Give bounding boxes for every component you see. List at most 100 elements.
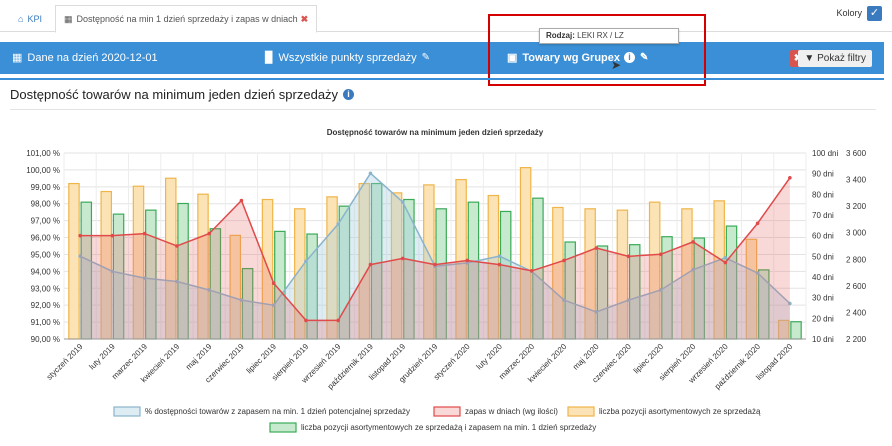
- point-availability: [723, 256, 728, 260]
- mid-tick-label: 90 dni: [812, 170, 834, 179]
- point-availability: [239, 298, 244, 302]
- points-filter[interactable]: ▉ Wszystkie punkty sprzedaży ✎: [265, 51, 431, 65]
- goods-label: Towary wg Grupex: [522, 51, 620, 64]
- left-tick-label: 100,00 %: [26, 166, 60, 175]
- mid-tick-label: 10 dni: [812, 335, 834, 344]
- point-availability: [626, 298, 631, 302]
- left-tick-label: 92,00 %: [31, 301, 60, 310]
- legend-swatch: [567, 406, 595, 417]
- briefcase-icon: ▣: [507, 52, 518, 64]
- toolbar-underline: [0, 78, 884, 80]
- point-stock: [110, 233, 115, 238]
- divider: [10, 109, 876, 110]
- x-tick-label: styczeń 2019: [45, 342, 85, 382]
- left-tick-label: 99,00 %: [31, 183, 60, 192]
- point-stock: [788, 176, 792, 180]
- point-availability: [755, 271, 760, 275]
- right-tick-label: 3 600: [846, 149, 867, 158]
- legend-label: zapas w dniach (wg ilości): [465, 407, 558, 416]
- point-availability: [368, 171, 373, 176]
- point-availability: [207, 288, 211, 292]
- show-filters-label: Pokaż filtry: [817, 53, 866, 64]
- x-tick-label: luty 2019: [87, 342, 117, 372]
- tab-availability[interactable]: ▦ Dostępność na min 1 dzień sprzedaży i …: [55, 5, 318, 33]
- point-availability: [142, 276, 147, 280]
- x-tick-label: maj 2020: [571, 342, 601, 372]
- point-stock: [400, 256, 405, 261]
- info-icon[interactable]: i: [624, 52, 635, 63]
- tab-kpi[interactable]: ⌂ KPI: [10, 5, 50, 32]
- left-tick-label: 93,00 %: [31, 284, 60, 293]
- mid-tick-label: 100 dni: [812, 149, 838, 158]
- left-tick-label: 94,00 %: [31, 267, 60, 276]
- x-tick-label: lipiec 2019: [245, 342, 279, 376]
- point-stock: [626, 254, 631, 259]
- point-availability: [691, 267, 695, 272]
- point-stock: [723, 260, 728, 265]
- right-tick-label: 2 400: [846, 308, 867, 317]
- close-tab-icon[interactable]: ✖: [300, 13, 309, 24]
- x-tick-label: luty 2020: [475, 342, 505, 372]
- tooltip-value: LEKI RX / LZ: [577, 31, 624, 40]
- goods-tooltip: Rodzaj: LEKI RX / LZ: [539, 28, 679, 44]
- bar-orange: [68, 182, 80, 340]
- area-stock: [80, 177, 790, 339]
- point-availability: [497, 254, 502, 258]
- mid-tick-label: 30 dni: [812, 294, 834, 303]
- info-icon[interactable]: i: [343, 89, 355, 100]
- legend-label: liczba pozycji asortymentowych ze sprzed…: [599, 407, 761, 416]
- home-icon: ⌂: [18, 13, 24, 24]
- x-tick-label: lipiec 2020: [632, 342, 666, 376]
- filter-toolbar: ▦ Dane na dzień 2020-12-01 ▉ Wszystkie p…: [0, 42, 884, 74]
- point-availability: [594, 310, 599, 314]
- point-stock: [562, 258, 566, 263]
- left-tick-label: 96,00 %: [31, 234, 60, 243]
- point-stock: [175, 244, 179, 248]
- mid-tick-label: 80 dni: [812, 190, 834, 199]
- mid-tick-label: 40 dni: [812, 273, 834, 282]
- point-availability: [562, 298, 566, 302]
- tooltip-key: Rodzaj:: [546, 31, 575, 40]
- legend-swatch: [113, 406, 141, 417]
- point-availability: [659, 288, 663, 292]
- point-stock: [755, 221, 760, 226]
- left-tick-label: 101,00 %: [26, 149, 60, 158]
- left-tick-label: 97,00 %: [31, 217, 60, 226]
- colors-label: Kolory: [836, 8, 862, 18]
- bar-green: [790, 321, 802, 340]
- right-tick-label: 3 200: [846, 202, 867, 211]
- point-stock: [304, 318, 308, 323]
- point-stock: [594, 246, 599, 250]
- edit-icon[interactable]: ✎: [421, 52, 431, 63]
- point-availability: [271, 303, 276, 307]
- point-stock: [271, 281, 276, 285]
- point-stock: [78, 233, 82, 238]
- point-stock: [368, 262, 373, 267]
- tab-availability-label: Dostępność na min 1 dzień sprzedaży i za…: [76, 14, 298, 24]
- tab-bar: ⌂ KPI ▦ Dostępność na min 1 dzień sprzed…: [0, 0, 892, 33]
- right-tick-label: 2 600: [846, 282, 867, 291]
- point-stock: [465, 258, 470, 263]
- point-stock: [497, 262, 502, 267]
- area-availability: [80, 173, 790, 339]
- legend-swatch: [269, 422, 297, 433]
- calendar-icon: ▦: [12, 52, 23, 64]
- point-stock: [207, 231, 211, 236]
- right-tick-label: 3 000: [846, 229, 867, 238]
- legend-label: % dostępności towarów z zapasem na min. …: [145, 407, 410, 416]
- point-stock: [529, 269, 534, 273]
- point-availability: [304, 259, 308, 264]
- date-label: Dane na dzień 2020-12-01: [27, 51, 158, 64]
- colors-checkbox[interactable]: ✓: [867, 6, 882, 21]
- point-stock: [142, 231, 147, 236]
- edit-icon[interactable]: ✎: [640, 52, 649, 63]
- right-tick-label: 2 200: [846, 335, 867, 344]
- x-tick-label: maj 2019: [184, 342, 214, 372]
- point-stock: [659, 252, 663, 257]
- mid-tick-label: 50 dni: [812, 252, 834, 261]
- date-filter[interactable]: ▦ Dane na dzień 2020-12-01: [12, 51, 158, 65]
- show-filters-button[interactable]: ▼ Pokaż filtry: [798, 50, 872, 67]
- goods-filter[interactable]: ▣ Towary wg Grupex i ✎: [507, 51, 649, 65]
- tab-kpi-label: KPI: [27, 13, 42, 24]
- section-title: Dostępność towarów na minimum jeden dzie…: [10, 87, 355, 102]
